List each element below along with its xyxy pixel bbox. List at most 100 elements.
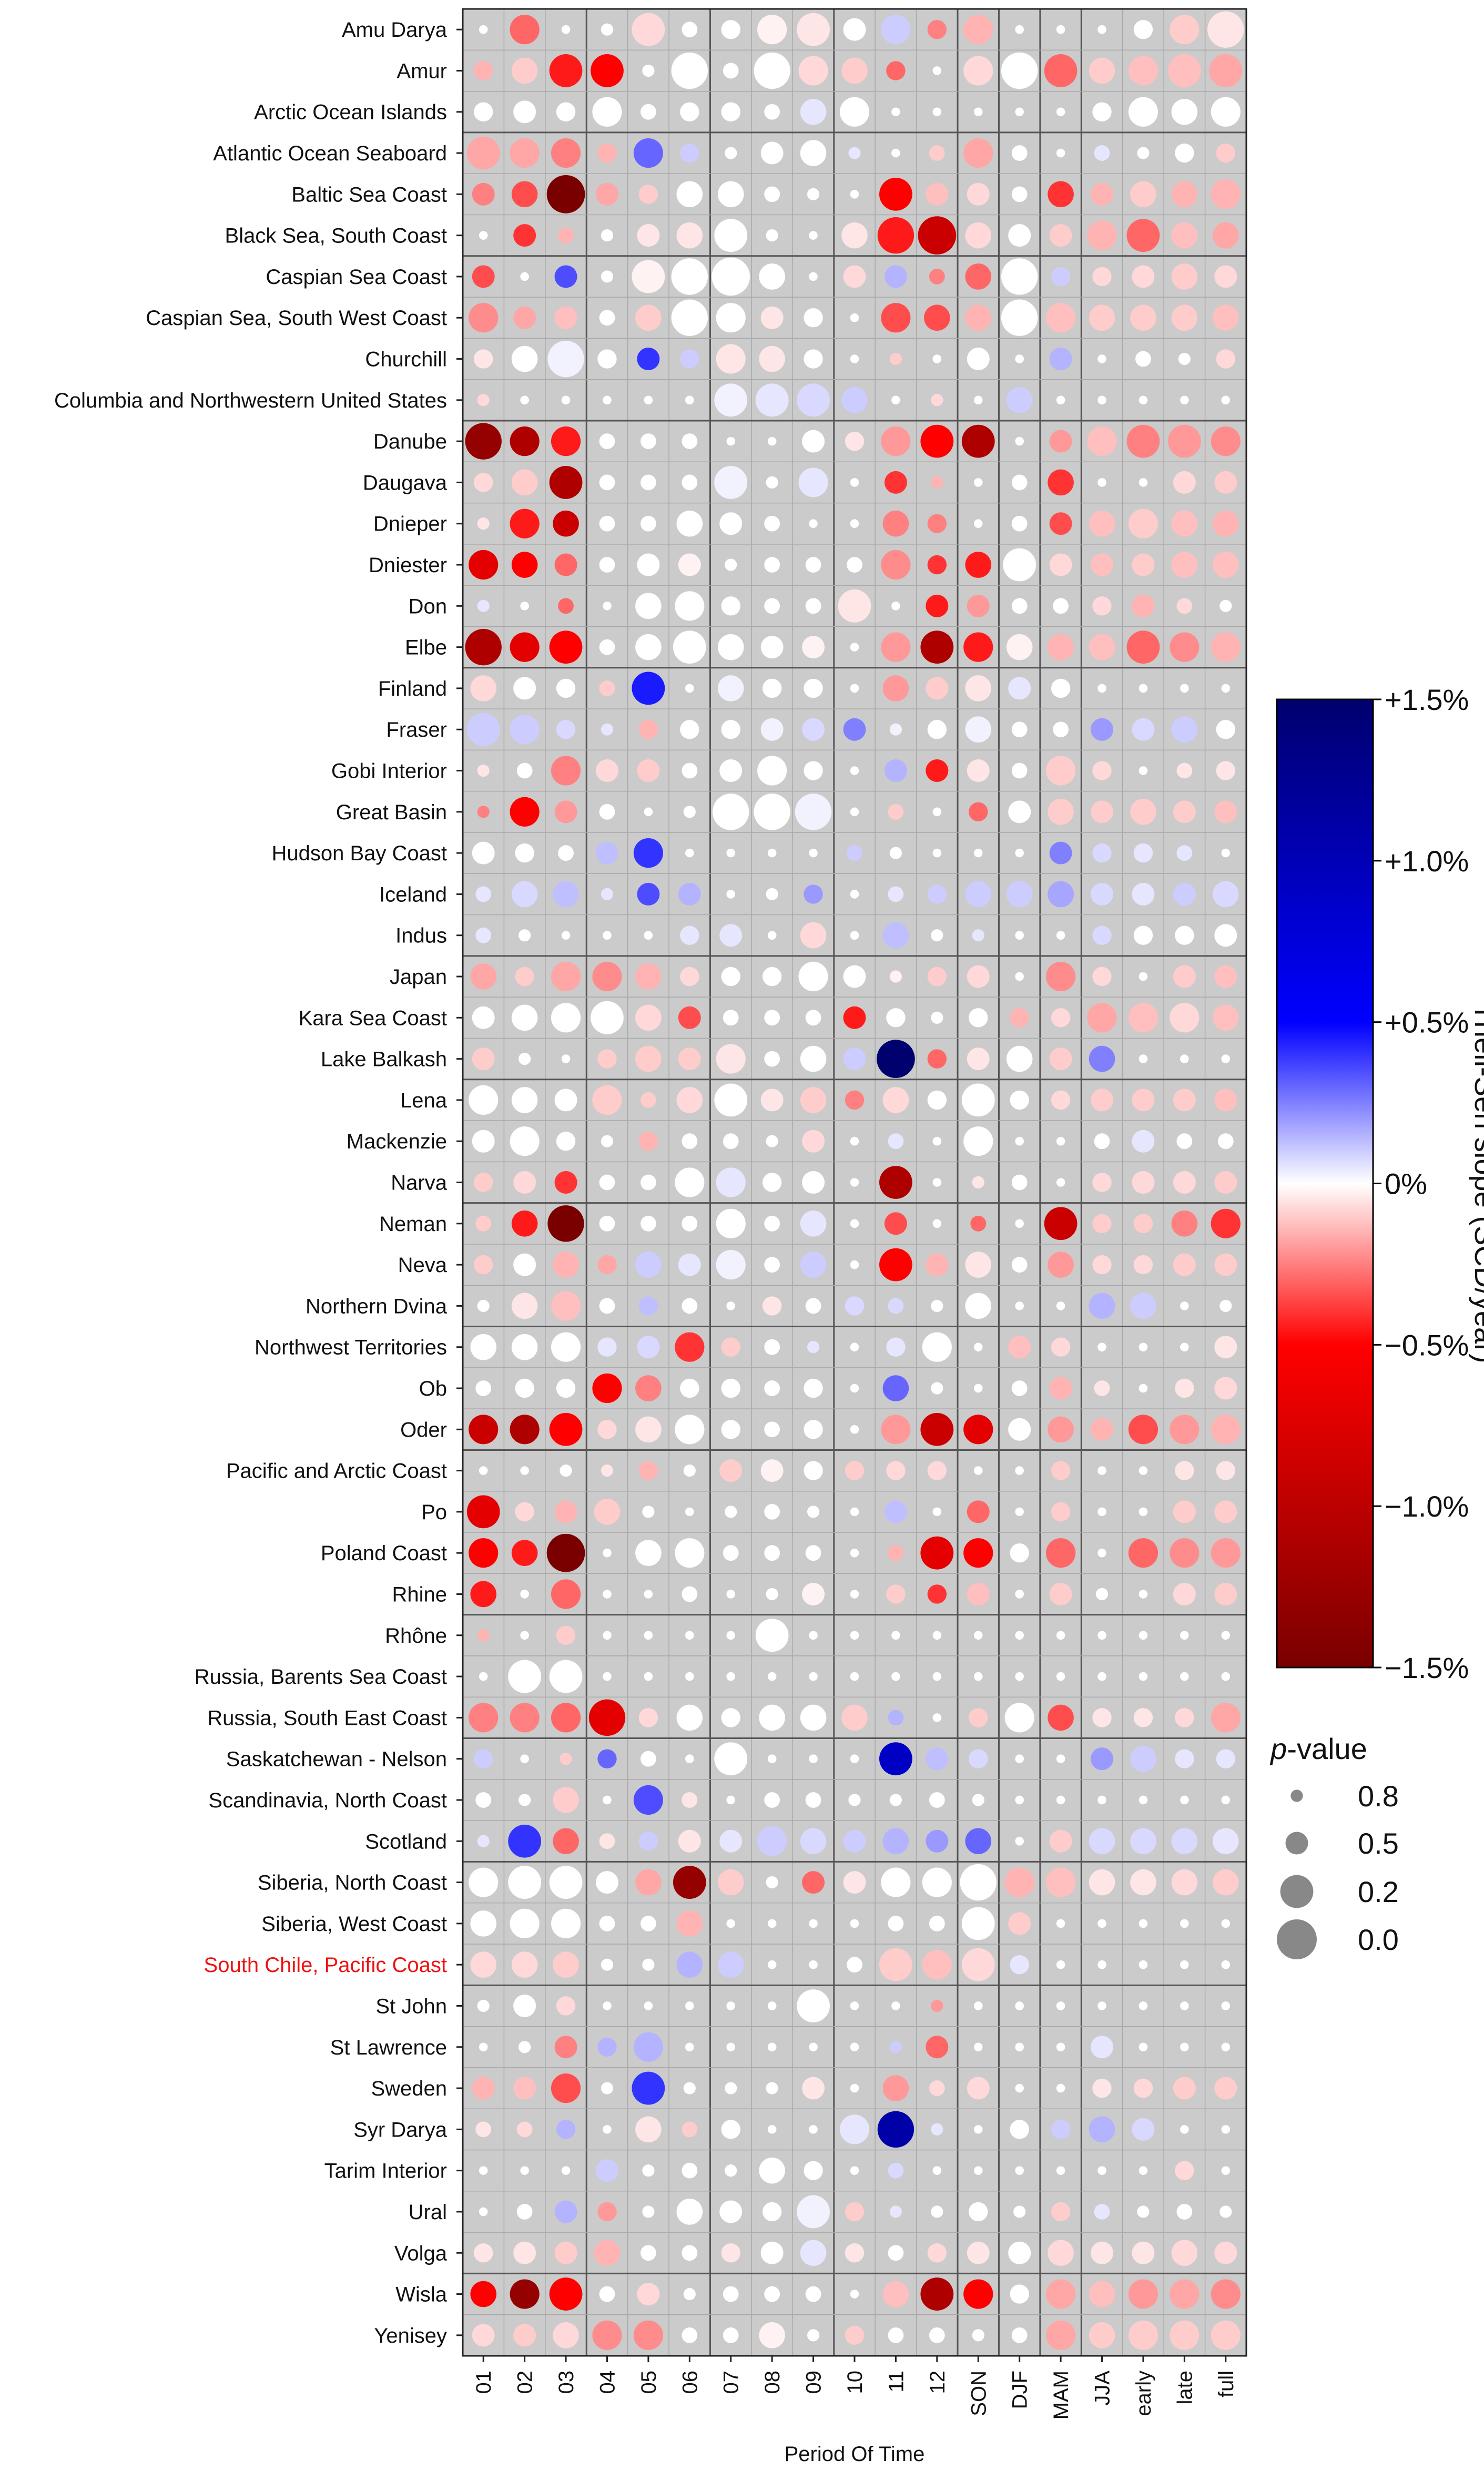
bubble <box>1048 181 1074 208</box>
size-legend-marker <box>1280 1875 1314 1908</box>
y-tick-label: Baltic Sea Coast <box>291 183 447 206</box>
bubble <box>1089 57 1115 84</box>
bubble <box>519 2041 531 2053</box>
bubble <box>961 1948 995 1981</box>
bubble <box>465 423 502 460</box>
bubble <box>932 1631 942 1640</box>
bubble <box>721 1708 740 1727</box>
bubble <box>850 313 859 322</box>
bubble <box>931 2123 943 2136</box>
bubble <box>683 2287 696 2301</box>
bubble <box>554 1171 577 1194</box>
bubble <box>1010 2284 1029 2304</box>
bubble <box>932 66 942 75</box>
bubble <box>804 678 823 698</box>
bubble <box>721 102 740 121</box>
bubble <box>640 1215 656 1232</box>
colorbar-ticks: +1.5% +1.0% +0.5% 0% −0.5% −1.0% −1.5% <box>1373 683 1469 1684</box>
bubble <box>1010 1955 1029 1975</box>
bubble <box>762 678 782 698</box>
bubble <box>599 680 615 696</box>
bubble <box>972 1794 984 1806</box>
bubble <box>969 2202 988 2222</box>
bubble <box>1128 2279 1158 2309</box>
y-tick-label: St John <box>375 1995 447 2018</box>
bubble <box>474 102 493 121</box>
bubble <box>551 1332 581 1362</box>
bubble <box>1221 1919 1231 1928</box>
bubble <box>802 1871 825 1894</box>
bubble <box>802 430 825 453</box>
bubble <box>804 884 823 904</box>
bubble <box>961 1083 995 1117</box>
bubble <box>1139 395 1148 405</box>
bubble <box>726 890 736 899</box>
x-tick-label: early <box>1132 2371 1155 2416</box>
bubble <box>888 2327 904 2343</box>
bubble <box>644 1590 653 1599</box>
bubble <box>881 632 911 662</box>
bubble <box>1049 1829 1072 1853</box>
bubble <box>516 2121 533 2138</box>
bubble <box>881 426 911 456</box>
bubble <box>845 2243 865 2263</box>
bubble <box>1097 1466 1106 1475</box>
bubble <box>759 345 785 372</box>
bubble <box>1173 1500 1196 1523</box>
bubble <box>474 1173 493 1192</box>
bubble <box>1176 2204 1193 2220</box>
bubble <box>1011 2327 1028 2343</box>
bubble <box>760 141 784 165</box>
bubble <box>1216 1461 1235 1480</box>
bubble <box>1046 1538 1076 1568</box>
bubble <box>764 1051 780 1067</box>
bubble <box>719 1459 743 1482</box>
bubble <box>1214 2241 1237 2264</box>
bubble <box>967 1500 990 1523</box>
bubble <box>632 2071 665 2105</box>
bubble <box>553 1787 579 1813</box>
bubble <box>637 348 660 371</box>
bubble <box>882 510 909 537</box>
bubble <box>640 104 656 120</box>
bubble <box>804 308 823 328</box>
bubble <box>1048 634 1074 660</box>
bubble <box>888 2162 904 2179</box>
bubble <box>511 1004 538 1031</box>
bubble <box>1015 1672 1024 1681</box>
bubble <box>558 598 574 614</box>
bubble <box>637 553 660 576</box>
bubble <box>886 1461 906 1480</box>
bubble <box>678 1006 701 1029</box>
bubble <box>931 1299 943 1312</box>
bubble <box>516 762 533 779</box>
bubble <box>850 1631 859 1640</box>
bubble <box>762 1296 782 1316</box>
bubble <box>561 395 571 405</box>
bubble <box>1089 1828 1115 1855</box>
bubble <box>551 1703 581 1733</box>
bubble <box>1094 1133 1110 1150</box>
bubble <box>595 1871 618 1894</box>
bubble <box>891 1631 900 1640</box>
bubble <box>889 2205 902 2218</box>
bubble <box>556 1378 576 1398</box>
bubble <box>474 1749 493 1768</box>
bubble <box>809 272 818 281</box>
bubble <box>973 395 983 405</box>
bubble <box>963 632 993 662</box>
bubble <box>635 963 662 990</box>
bubble <box>1015 436 1024 446</box>
bubble <box>472 2324 495 2347</box>
bubble <box>1091 718 1114 741</box>
bubble <box>1091 882 1114 906</box>
bubble <box>721 1378 740 1398</box>
bubble <box>719 924 743 947</box>
bubble <box>1097 1919 1106 1928</box>
bubble <box>841 1704 868 1731</box>
bubble <box>1214 2077 1237 2100</box>
bubble <box>888 1298 904 1314</box>
bubble <box>1015 2083 1024 2093</box>
bubble <box>882 1087 909 1113</box>
bubble <box>1139 1672 1148 1681</box>
